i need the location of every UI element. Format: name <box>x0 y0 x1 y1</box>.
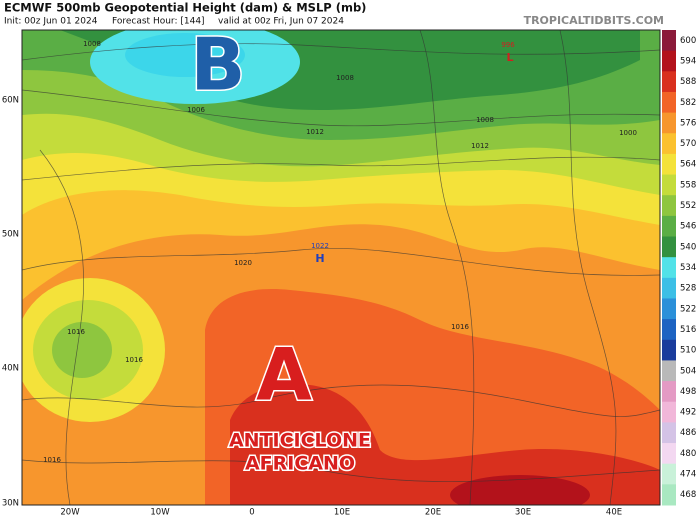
colorbar-swatch <box>662 257 676 279</box>
colorbar-label: 522 <box>680 304 696 314</box>
longitude-label: 40E <box>606 508 622 517</box>
colorbar-swatch <box>662 133 676 155</box>
isobar-label: 1020 <box>234 259 252 267</box>
colorbar-label: 564 <box>680 160 696 170</box>
isobar-label: 1012 <box>471 142 489 150</box>
colorbar-swatch <box>662 360 676 382</box>
colorbar: 600 594 588 582 576 570 564 558 552 546 540 534 528 5… <box>662 30 696 506</box>
colorbar-label: 480 <box>680 449 696 459</box>
isobar-label: 1022 <box>311 242 329 250</box>
colorbar-label: 474 <box>680 470 696 480</box>
colorbar-label: 486 <box>680 428 696 438</box>
colorbar-swatch <box>662 277 676 299</box>
colorbar-label: 552 <box>680 201 696 211</box>
latitude-label: 50N <box>2 230 19 240</box>
latitude-label: 30N <box>2 499 19 509</box>
longitude-label: 20E <box>425 508 441 517</box>
colorbar-swatch <box>662 484 676 506</box>
colorbar-swatch <box>662 195 676 217</box>
colorbar-swatch <box>662 381 676 403</box>
colorbar-swatch <box>662 71 676 93</box>
isobar-label: 996 <box>501 41 515 49</box>
colorbar-label: 540 <box>680 242 696 252</box>
caption-line: AFRICANO <box>245 453 355 475</box>
colorbar-swatch <box>662 443 676 465</box>
colorbar-swatch <box>662 50 676 72</box>
isobar-label: 1016 <box>451 323 469 331</box>
colorbar-swatch <box>662 298 676 320</box>
forecast-hour: Forecast Hour: [144] <box>112 17 205 27</box>
colorbar-swatch <box>662 91 676 114</box>
colorbar-swatch <box>662 401 676 423</box>
longitude-label: 10E <box>334 508 350 517</box>
map-labels: 60N 50N 40N 30N 20W 10W 0 10E 20E 30E 40E 1008 1008 1… <box>2 21 637 517</box>
colorbar-label: 492 <box>680 408 696 418</box>
isobar-label: 1008 <box>336 74 354 82</box>
isobar-label: 1006 <box>187 106 205 114</box>
longitude-label: 30E <box>515 508 531 517</box>
isobar-label: 1008 <box>83 40 101 48</box>
longitude-label: 20W <box>60 508 80 517</box>
colorbar-label: 570 <box>680 139 696 149</box>
colorbar-label: 504 <box>680 366 696 376</box>
isobar-label: H <box>315 252 324 265</box>
colorbar-label: 558 <box>680 180 696 190</box>
colorbar-label: 510 <box>680 346 696 356</box>
isobar-label: 1012 <box>306 128 324 136</box>
isobar-label: 1000 <box>619 129 637 137</box>
map-field <box>22 30 660 505</box>
latitude-label: 40N <box>2 364 19 374</box>
high-pressure-letter: A <box>256 333 312 417</box>
colorbar-swatch <box>662 319 676 341</box>
site-credit: TROPICALTIDBITS.COM <box>524 14 664 27</box>
colorbar-swatch <box>662 112 676 134</box>
colorbar-label: 576 <box>680 118 696 128</box>
colorbar-label: 600 <box>680 36 696 46</box>
colorbar-swatch <box>662 30 676 52</box>
colorbar-swatch <box>662 215 676 238</box>
latitude-label: 60N <box>2 96 19 106</box>
colorbar-swatch <box>662 236 676 258</box>
colorbar-label: 528 <box>680 284 696 294</box>
title: ECMWF 500mb Geopotential Height (dam) & … <box>4 1 366 15</box>
valid-time: valid at 00z Fri, Jun 07 2024 <box>218 17 344 27</box>
colorbar-label: 534 <box>680 263 696 273</box>
low-pressure-letter: B <box>191 23 246 107</box>
longitude-label: 0 <box>249 508 254 517</box>
colorbar-swatch <box>662 153 676 176</box>
colorbar-label: 594 <box>680 56 696 66</box>
colorbar-swatch <box>662 422 676 444</box>
isobar-label: 1008 <box>476 116 494 124</box>
colorbar-swatch <box>662 463 676 485</box>
isobar-label: 1016 <box>125 356 143 364</box>
colorbar-label: 582 <box>680 98 696 108</box>
colorbar-label: 546 <box>680 222 696 232</box>
colorbar-label: 516 <box>680 325 696 335</box>
map-frame <box>21 29 661 506</box>
init-time: Init: 00z Jun 01 2024 <box>4 17 98 27</box>
colorbar-label: 588 <box>680 77 696 87</box>
isobar-label: 1016 <box>67 328 85 336</box>
colorbar-label: 468 <box>680 490 696 500</box>
isobar-label: 1016 <box>43 456 61 464</box>
colorbar-swatch <box>662 174 676 196</box>
caption-line: ANTICICLONE <box>229 430 371 452</box>
colorbar-label: 498 <box>680 387 696 397</box>
longitude-label: 10W <box>150 508 170 517</box>
isobar-label: L <box>506 51 513 64</box>
colorbar-swatch <box>662 339 676 361</box>
